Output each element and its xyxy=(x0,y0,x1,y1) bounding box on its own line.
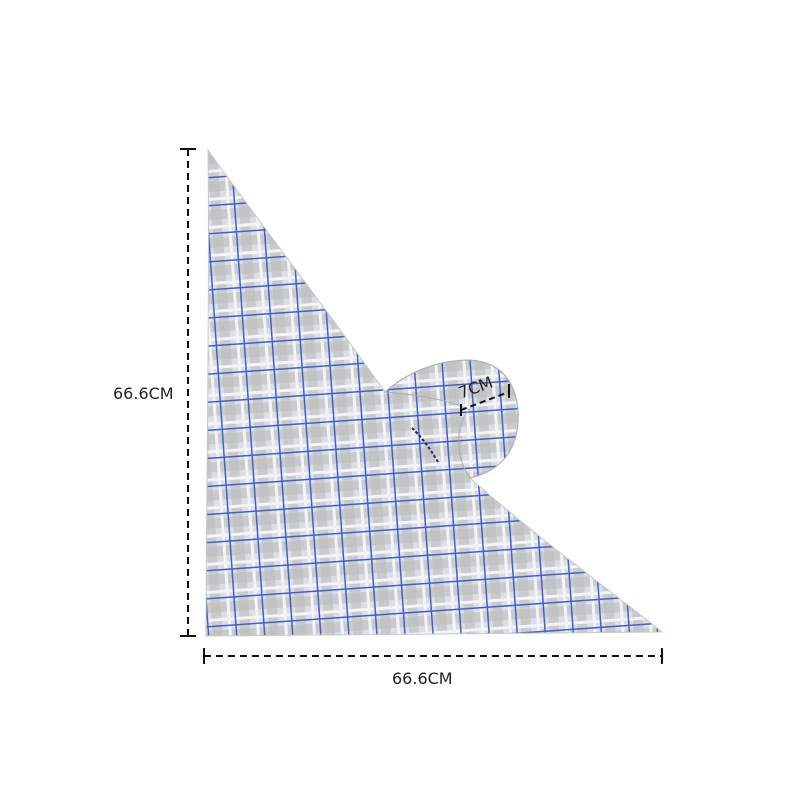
height-dimension-line xyxy=(180,148,196,637)
width-label: 66.6CM xyxy=(392,669,453,688)
width-dimension-line xyxy=(203,648,663,664)
band-dimension-line xyxy=(460,384,510,416)
height-label: 66.6CM xyxy=(113,384,174,403)
